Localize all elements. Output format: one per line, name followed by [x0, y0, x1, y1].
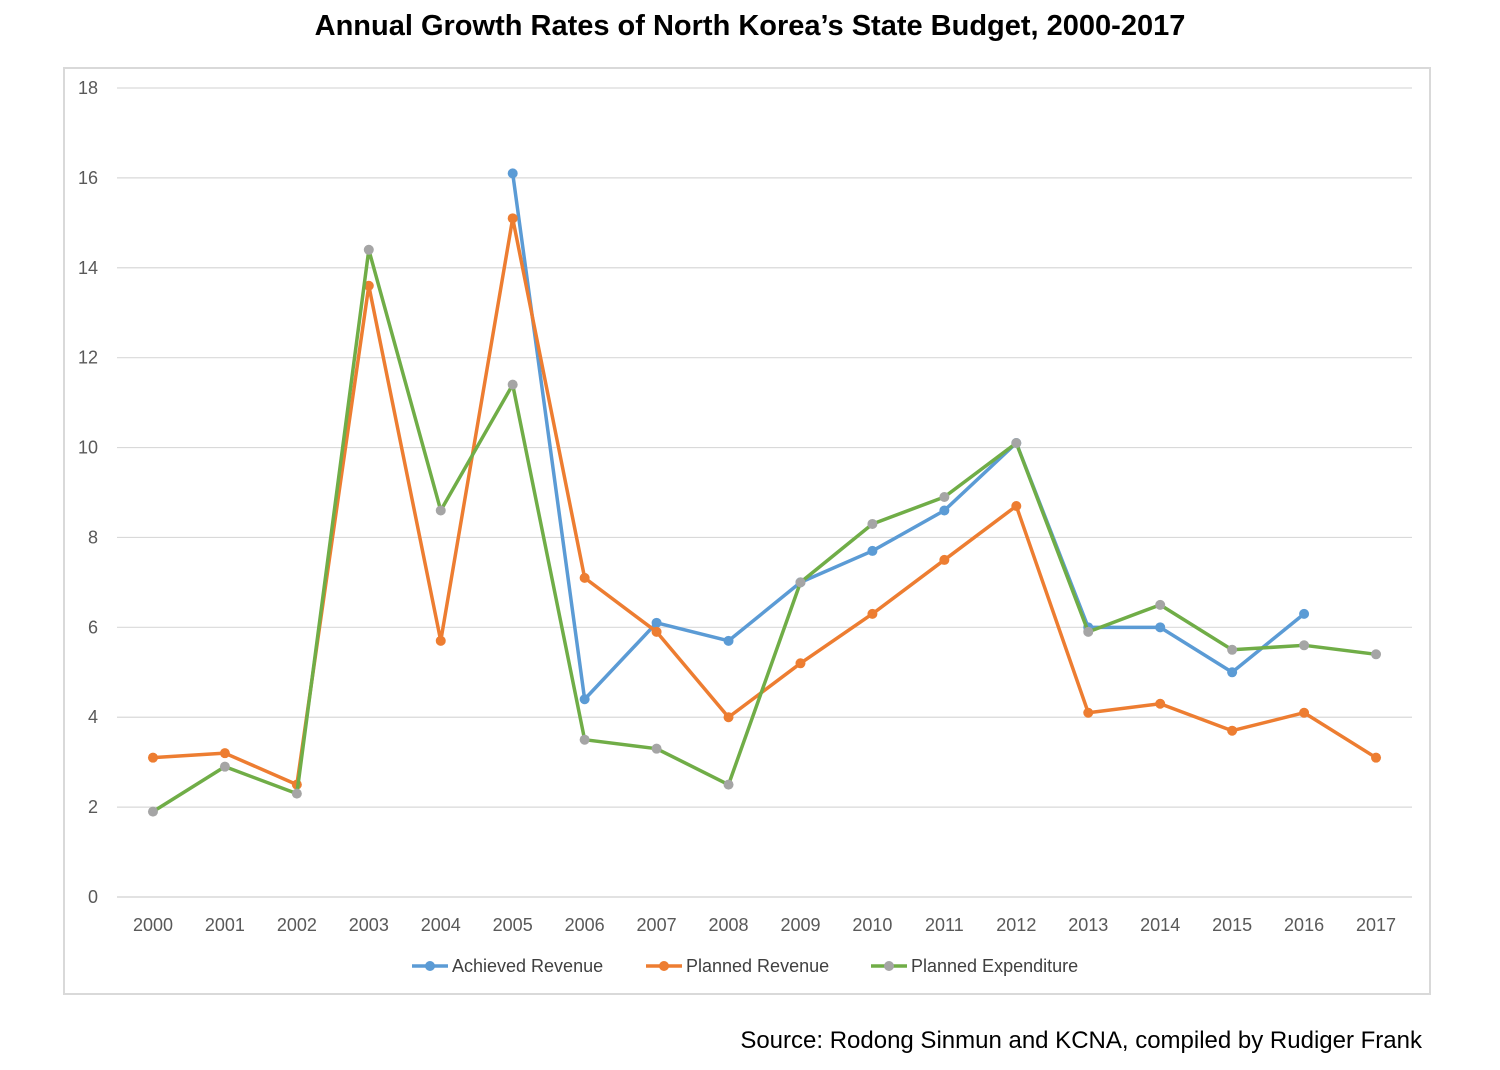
data-point	[147, 806, 158, 817]
y-tick-label: 10	[78, 438, 98, 458]
data-point	[1155, 599, 1166, 610]
data-point	[1227, 725, 1238, 736]
data-point	[579, 694, 590, 705]
data-point	[1371, 649, 1382, 660]
x-tick-label: 2005	[493, 915, 533, 935]
data-point	[147, 752, 158, 763]
source-note: Source: Rodong Sinmun and KCNA, compiled…	[740, 1027, 1422, 1054]
series-line	[151, 248, 1378, 814]
data-point	[723, 779, 734, 790]
x-tick-label: 2001	[205, 915, 245, 935]
x-tick-label: 2000	[133, 915, 173, 935]
data-point	[363, 280, 374, 291]
data-point	[651, 743, 662, 754]
data-point	[939, 505, 950, 516]
data-point	[1299, 608, 1310, 619]
x-tick-label: 2013	[1068, 915, 1108, 935]
x-tick-label: 2012	[996, 915, 1036, 935]
data-point	[363, 244, 374, 255]
series-line	[510, 171, 1306, 701]
data-point	[651, 626, 662, 637]
legend-marker	[425, 961, 435, 971]
data-point	[939, 491, 950, 502]
x-tick-label: 2015	[1212, 915, 1252, 935]
legend-label: Planned Expenditure	[911, 956, 1078, 976]
data-point	[723, 635, 734, 646]
data-point	[1227, 644, 1238, 655]
x-tick-label: 2003	[349, 915, 389, 935]
data-point	[219, 748, 230, 759]
x-tick-label: 2008	[709, 915, 749, 935]
y-tick-label: 4	[88, 707, 98, 727]
data-point	[1227, 667, 1238, 678]
y-tick-label: 16	[78, 168, 98, 188]
data-point	[1299, 707, 1310, 718]
data-point	[507, 213, 518, 224]
y-tick-label: 18	[78, 78, 98, 98]
data-point	[579, 734, 590, 745]
x-tick-label: 2016	[1284, 915, 1324, 935]
legend-label: Achieved Revenue	[452, 956, 603, 976]
x-tick-label: 2017	[1356, 915, 1396, 935]
data-point	[1371, 752, 1382, 763]
data-point	[795, 658, 806, 669]
chart-title: Annual Growth Rates of North Korea’s Sta…	[314, 10, 1186, 42]
series-line	[151, 216, 1378, 787]
data-point	[867, 518, 878, 529]
legend-marker	[659, 961, 669, 971]
data-point	[1155, 698, 1166, 709]
data-point	[507, 379, 518, 390]
x-tick-label: 2007	[637, 915, 677, 935]
data-point	[1155, 622, 1166, 633]
y-tick-label: 14	[78, 258, 98, 278]
legend-marker	[884, 961, 894, 971]
data-point	[1083, 707, 1094, 718]
x-tick-label: 2011	[925, 915, 964, 935]
data-point	[939, 554, 950, 565]
x-tick-label: 2014	[1140, 915, 1180, 935]
x-tick-label: 2010	[852, 915, 892, 935]
y-tick-label: 0	[88, 887, 98, 907]
x-tick-label: 2009	[780, 915, 820, 935]
data-point	[507, 168, 518, 179]
legend-label: Planned Revenue	[686, 956, 829, 976]
y-tick-label: 12	[78, 348, 98, 368]
x-tick-label: 2006	[565, 915, 605, 935]
data-point	[291, 788, 302, 799]
data-point	[1083, 626, 1094, 637]
x-tick-label: 2002	[277, 915, 317, 935]
y-tick-label: 6	[88, 617, 98, 637]
data-point	[795, 577, 806, 588]
data-point	[651, 617, 662, 628]
data-point	[435, 505, 446, 516]
chart-area	[63, 67, 1431, 995]
data-point	[1299, 640, 1310, 651]
y-tick-label: 8	[88, 527, 98, 547]
data-point	[435, 635, 446, 646]
x-tick-label: 2004	[421, 915, 461, 935]
data-point	[1011, 438, 1022, 449]
data-point	[723, 712, 734, 723]
y-tick-label: 2	[88, 797, 98, 817]
data-point	[579, 572, 590, 583]
data-point	[1011, 500, 1022, 511]
data-point	[867, 545, 878, 556]
data-point	[867, 608, 878, 619]
data-point	[219, 761, 230, 772]
